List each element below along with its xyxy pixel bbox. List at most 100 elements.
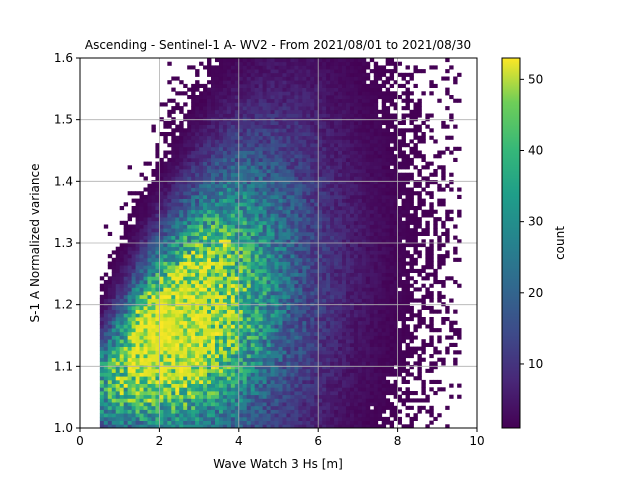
- heatmap-cell: [322, 243, 327, 248]
- heatmap-cell: [270, 198, 275, 203]
- heatmap-cell: [238, 157, 244, 162]
- heatmap-cell: [314, 143, 319, 148]
- heatmap-cell: [191, 235, 196, 240]
- heatmap-cell: [131, 339, 136, 344]
- heatmap-cell: [222, 191, 228, 196]
- heatmap-cell: [151, 294, 156, 299]
- heatmap-cell: [211, 354, 216, 359]
- heatmap-cell: [222, 309, 228, 314]
- heatmap-cell: [270, 294, 275, 299]
- heatmap-cell: [127, 294, 133, 299]
- heatmap-cell: [115, 391, 121, 396]
- heatmap-cell: [214, 98, 220, 103]
- heatmap-cell: [242, 231, 248, 236]
- heatmap-cell: [211, 135, 216, 140]
- heatmap-cell: [278, 276, 283, 281]
- heatmap-cell: [310, 346, 315, 351]
- heatmap-cell: [159, 335, 164, 340]
- heatmap-cell: [230, 365, 236, 370]
- heatmap-cell: [246, 420, 252, 425]
- heatmap-cell: [151, 391, 156, 396]
- heatmap-cell: [195, 224, 200, 229]
- heatmap-cell: [302, 72, 307, 77]
- heatmap-cell: [191, 128, 196, 133]
- heatmap-cell: [270, 350, 275, 355]
- heatmap-cell: [187, 398, 192, 403]
- heatmap-cell: [111, 305, 117, 310]
- heatmap-cell: [322, 283, 327, 288]
- heatmap-cell: [159, 424, 164, 429]
- heatmap-cell: [187, 342, 192, 347]
- heatmap-cell: [318, 287, 323, 292]
- heatmap-cell: [258, 387, 264, 392]
- heatmap-cell: [258, 80, 264, 85]
- heatmap-cell: [103, 309, 109, 314]
- heatmap-cell: [207, 372, 212, 377]
- heatmap-cell: [115, 287, 121, 292]
- heatmap-cell: [262, 305, 267, 310]
- heatmap-cell: [322, 80, 327, 85]
- heatmap-cell: [167, 250, 172, 255]
- heatmap-cell: [139, 280, 144, 285]
- heatmap-cell: [222, 198, 228, 203]
- heatmap-cell: [258, 268, 264, 273]
- heatmap-cell: [258, 72, 264, 77]
- heatmap-cell: [258, 87, 264, 92]
- heatmap-cell: [258, 161, 264, 166]
- heatmap-cell: [306, 191, 311, 196]
- heatmap-cell: [290, 102, 295, 107]
- heatmap-cell: [179, 424, 184, 429]
- heatmap-cell: [179, 324, 184, 329]
- heatmap-cell: [298, 139, 303, 144]
- heatmap-cell: [183, 294, 188, 299]
- heatmap-cell: [175, 124, 180, 129]
- heatmap-cell: [211, 198, 216, 203]
- heatmap-cell: [254, 283, 260, 288]
- heatmap-cell: [294, 157, 299, 162]
- heatmap-cell: [115, 335, 121, 340]
- heatmap-cell: [278, 305, 283, 310]
- heatmap-cell: [238, 235, 244, 240]
- heatmap-cell: [282, 109, 287, 114]
- heatmap-cell: [127, 391, 133, 396]
- heatmap-cell: [135, 346, 140, 351]
- heatmap-cell: [111, 272, 117, 277]
- heatmap-cell: [222, 72, 228, 77]
- heatmap-cell: [179, 154, 184, 159]
- heatmap-cell: [195, 124, 200, 129]
- heatmap-cell: [310, 398, 315, 403]
- heatmap-cell: [171, 287, 176, 292]
- heatmap-cell: [318, 139, 323, 144]
- heatmap-cell: [282, 368, 287, 373]
- heatmap-cell: [314, 383, 319, 388]
- heatmap-cell: [139, 287, 144, 292]
- heatmap-cell: [226, 350, 232, 355]
- heatmap-cell: [214, 298, 220, 303]
- heatmap-cell: [175, 91, 180, 96]
- heatmap-cell: [211, 80, 216, 85]
- heatmap-cell: [234, 224, 240, 229]
- heatmap-cell: [167, 169, 172, 174]
- heatmap-cell: [258, 287, 264, 292]
- heatmap-cell: [119, 413, 125, 418]
- heatmap-cell: [262, 287, 267, 292]
- heatmap-cell: [246, 198, 252, 203]
- heatmap-cell: [298, 87, 303, 92]
- heatmap-cell: [191, 365, 196, 370]
- heatmap-cell: [139, 254, 144, 259]
- heatmap-cell: [294, 354, 299, 359]
- heatmap-cell: [183, 154, 188, 159]
- heatmap-cell: [262, 120, 267, 125]
- heatmap-cell: [250, 143, 256, 148]
- heatmap-cell: [262, 161, 267, 166]
- heatmap-cell: [294, 191, 299, 196]
- heatmap-cell: [326, 217, 331, 222]
- heatmap-cell: [322, 350, 327, 355]
- heatmap-cell: [230, 213, 236, 218]
- heatmap-cell: [151, 354, 156, 359]
- heatmap-cell: [290, 420, 295, 425]
- heatmap-cell: [214, 391, 220, 396]
- heatmap-cell: [147, 268, 152, 273]
- heatmap-cell: [238, 180, 244, 185]
- heatmap-cell: [322, 317, 327, 322]
